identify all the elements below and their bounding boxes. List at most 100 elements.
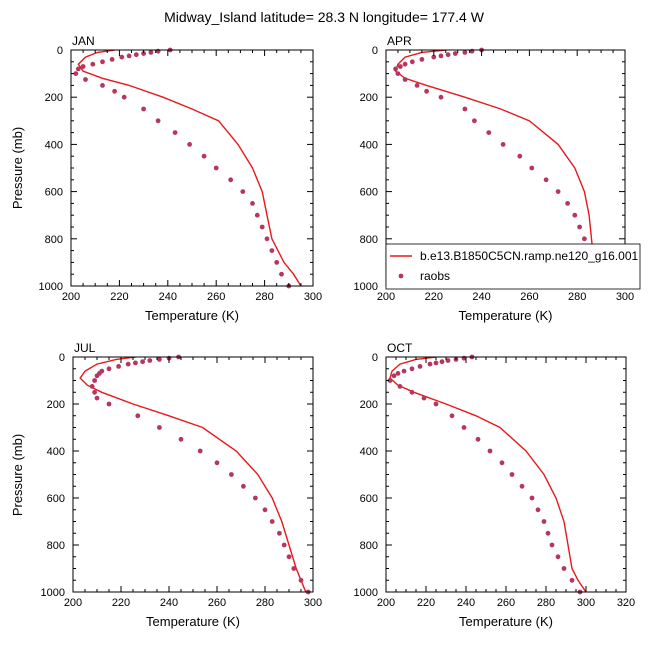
raobs-point: [269, 519, 275, 524]
raobs-point: [125, 361, 131, 367]
raobs-point: [92, 389, 97, 395]
raobs-point: [279, 271, 284, 277]
x-tick-label: 280: [537, 597, 555, 609]
panel-month-label: JUL: [74, 341, 96, 355]
x-tick-label: 320: [617, 597, 635, 609]
x-tick-label: 200: [377, 291, 395, 303]
raobs-point: [409, 389, 415, 395]
raobs-point: [401, 368, 407, 374]
legend-box: [385, 243, 641, 290]
raobs-point: [393, 66, 398, 72]
raobs-point: [229, 472, 234, 477]
y-tick-label: 1000: [39, 281, 63, 293]
raobs-point: [549, 542, 555, 548]
raobs-point: [555, 554, 561, 560]
raobs-point: [264, 236, 270, 242]
raobs-point: [519, 483, 525, 489]
legend-model-label: b.e13.B1850C5CN.ramp.ne120_g16.001: [420, 249, 638, 263]
x-tick-label: 200: [62, 291, 80, 303]
y-tick-label: 0: [372, 45, 378, 57]
raobs-point: [391, 373, 397, 379]
raobs-point: [262, 507, 268, 513]
raobs-point: [439, 359, 445, 365]
x-tick-label: 300: [577, 597, 595, 609]
x-tick-label: 220: [110, 291, 128, 303]
raobs-point: [241, 483, 246, 489]
raobs-point: [509, 472, 515, 477]
raobs-markers: [73, 47, 292, 289]
raobs-markers: [387, 354, 583, 595]
x-axis-label: Temperature (K): [146, 614, 240, 629]
y-axis-label: Pressure (mb): [10, 127, 25, 209]
y-tick-label: 600: [360, 493, 378, 505]
raobs-point: [402, 61, 408, 67]
x-tick-label: 240: [160, 597, 178, 609]
y-tick-label: 400: [360, 446, 378, 458]
raobs-point: [75, 66, 81, 72]
raobs-point: [535, 507, 541, 513]
raobs-point: [449, 413, 455, 419]
raobs-point: [281, 542, 287, 548]
raobs-point: [253, 495, 258, 501]
legend-marker-swatch: [398, 273, 404, 279]
y-tick-label: 600: [360, 187, 378, 199]
raobs-point: [197, 448, 203, 454]
raobs-point: [395, 371, 401, 376]
y-tick-label: 600: [47, 493, 65, 505]
raobs-point: [472, 118, 477, 124]
raobs-point: [541, 519, 547, 524]
y-tick-label: 800: [47, 540, 65, 552]
raobs-point: [147, 358, 153, 363]
x-tick-label: 300: [304, 291, 322, 303]
y-tick-label: 0: [372, 352, 378, 364]
y-tick-label: 400: [360, 139, 378, 151]
raobs-point: [178, 436, 184, 442]
y-tick-label: 0: [59, 352, 65, 364]
raobs-point: [387, 378, 393, 383]
x-tick-label: 200: [377, 597, 395, 609]
y-tick-label: 0: [57, 45, 63, 57]
raobs-point: [213, 165, 219, 171]
plot-frame: [70, 49, 314, 287]
x-axis-label: Temperature (K): [145, 308, 239, 323]
raobs-point: [487, 448, 493, 454]
raobs-point: [409, 59, 415, 65]
x-tick-label: 220: [425, 291, 443, 303]
raobs-point: [555, 189, 561, 195]
x-tick-label: 240: [472, 291, 490, 303]
raobs-point: [499, 460, 505, 466]
x-tick-label: 300: [304, 597, 322, 609]
y-tick-label: 400: [45, 139, 63, 151]
raobs-point: [157, 357, 162, 362]
chart-panel-oct: 200 220 240 260 280 300 320 0 200 400 600 800 1000 OC…: [354, 341, 636, 629]
raobs-point: [545, 530, 551, 536]
raobs-point: [438, 53, 444, 59]
x-tick-label: 300: [616, 291, 634, 303]
raobs-point: [417, 364, 423, 369]
raobs-point: [452, 51, 458, 56]
raobs-point: [106, 366, 112, 372]
raobs-point: [269, 248, 275, 254]
y-tick-label: 200: [47, 399, 65, 411]
panel-month-label: OCT: [387, 341, 413, 355]
raobs-point: [240, 189, 246, 195]
model-profile-line: [389, 357, 587, 592]
raobs-point: [529, 165, 535, 171]
raobs-point: [126, 53, 132, 59]
raobs-point: [433, 360, 439, 366]
panel-grid: 200 220 240 260 280 300 0 200 400 600 800 1000 JAN Te…: [10, 34, 635, 629]
raobs-point: [277, 530, 282, 536]
y-axis-label: Pressure (mb): [10, 434, 25, 516]
x-tick-label: 260: [208, 597, 226, 609]
plot-frame: [385, 356, 627, 593]
raobs-point: [286, 554, 292, 560]
raobs-point: [112, 88, 117, 94]
raobs-point: [397, 64, 403, 69]
raobs-point: [201, 153, 207, 159]
y-tick-label: 600: [45, 187, 63, 199]
y-tick-label: 1000: [354, 587, 378, 599]
panel-month-label: JAN: [72, 34, 95, 48]
raobs-point: [116, 364, 121, 369]
